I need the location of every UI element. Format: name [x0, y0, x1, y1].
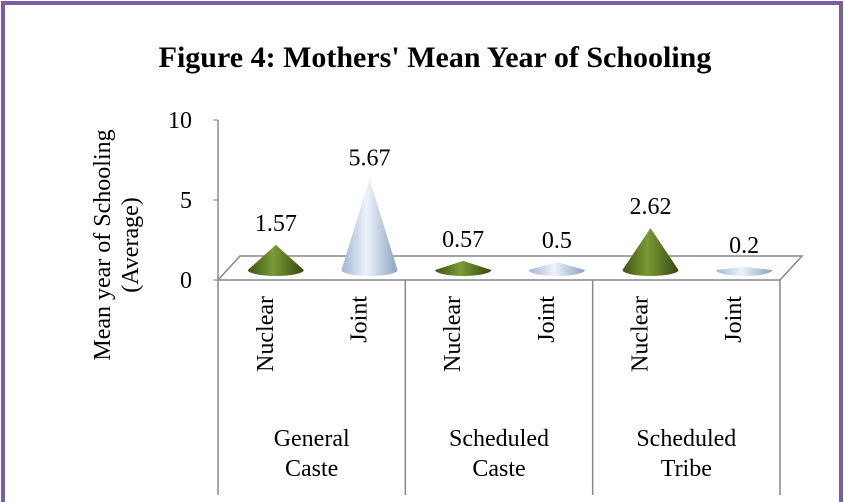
group-label-line: General: [274, 426, 350, 452]
y-axis-label: Mean year of Schooling(Average): [90, 129, 144, 360]
cone: [716, 266, 773, 276]
value-label: 0.57: [442, 227, 484, 253]
y-label-line: Mean year of Schooling: [90, 129, 116, 360]
floor: [216, 255, 804, 281]
cone: [435, 260, 492, 276]
group-label: Scheduled Tribe: [636, 426, 736, 482]
cone: [622, 228, 679, 276]
group-label: General Caste: [274, 426, 350, 482]
chart-title: Figure 4: Mothers' Mean Year of Schoolin…: [158, 41, 712, 74]
x-tick-label: Nuclear: [440, 296, 466, 372]
value-label: 1.57: [255, 211, 297, 237]
x-tick-label: Joint: [534, 296, 560, 343]
y-label-line: (Average): [118, 197, 144, 292]
group-label: Scheduled Caste: [449, 426, 549, 482]
value-label: 2.62: [630, 194, 672, 220]
value-label: 0.2: [729, 233, 759, 259]
value-label: 0.5: [542, 228, 572, 254]
x-tick-label: Joint: [347, 296, 373, 343]
group-label-line: Scheduled: [636, 426, 736, 452]
group-label-line: Tribe: [661, 456, 712, 482]
cone: [528, 262, 585, 276]
y-tick-label: 5: [180, 188, 192, 214]
y-tick-label: 0: [180, 268, 192, 294]
cone: [247, 244, 304, 276]
cone: [341, 179, 398, 276]
x-tick-label: Nuclear: [628, 296, 654, 372]
y-tick-label: 10: [168, 108, 192, 134]
x-tick-label: Nuclear: [253, 296, 279, 372]
x-tick-label: Joint: [721, 296, 747, 343]
group-label-line: Scheduled: [449, 426, 549, 452]
group-label-line: Caste: [285, 456, 338, 482]
value-label: 5.67: [349, 145, 391, 171]
group-label-line: Caste: [472, 456, 525, 482]
